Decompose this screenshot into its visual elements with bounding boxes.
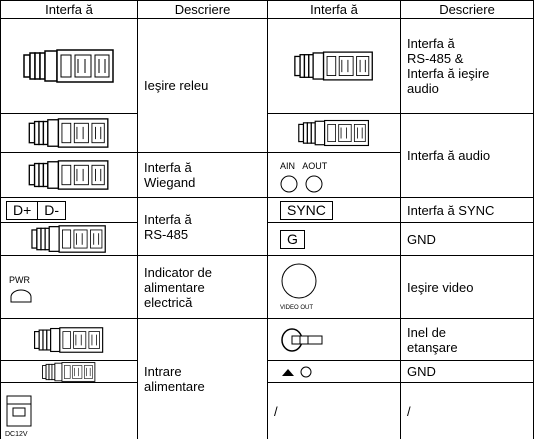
audio-jacks — [280, 175, 323, 192]
description: Interfa ă audio — [400, 113, 534, 198]
description: Intrare alimentare — [137, 318, 268, 439]
audio-connector — [298, 118, 370, 148]
pwr-label: PWR — [9, 274, 30, 285]
description: Inel de etanşare — [400, 318, 534, 361]
seal-ring — [281, 327, 323, 352]
header-row: Interfa ă Descriere Interfa ă Descriere — [0, 0, 534, 19]
icon-cell — [267, 113, 401, 153]
power-connector — [23, 327, 115, 353]
description: Interfa ă SYNC — [400, 197, 534, 223]
rs485-connector — [23, 225, 115, 253]
description-line: Interfa ă audio — [407, 148, 491, 163]
icon-cell: G — [267, 222, 401, 256]
header-cell: Interfa ă — [267, 0, 401, 19]
g-label: G — [280, 229, 305, 249]
description: Ieşire video — [400, 255, 534, 319]
audio-rs485-connector — [294, 44, 374, 88]
description-line: alimentare — [144, 379, 205, 394]
dc-jack — [6, 395, 32, 427]
description: / — [400, 382, 534, 439]
relay-connector — [23, 118, 115, 148]
description-line: etanşare — [407, 339, 458, 355]
header-cell: Descriere — [400, 0, 534, 19]
video-out-jack — [281, 263, 317, 298]
ground-icon — [282, 366, 312, 378]
d-plus-label: D+ — [6, 200, 39, 220]
description: Interfa ă Wiegand — [137, 152, 268, 198]
description-line: / — [407, 403, 411, 419]
icon-cell — [267, 18, 401, 114]
description: Indicator de alimentare electrică — [137, 255, 268, 319]
icon-cell: DC12V — [0, 382, 138, 439]
description-line: RS-485 & — [407, 51, 464, 66]
description-line: Wiegand — [144, 175, 196, 190]
icon-cell — [0, 113, 138, 153]
description-line: Interfa ă SYNC — [407, 202, 495, 218]
ain-label: AIN — [280, 160, 296, 171]
icon-cell — [0, 360, 138, 383]
description-line: Interfa ă ieşire — [407, 66, 490, 81]
icon-cell: SYNC — [267, 197, 401, 223]
pwr-indicator — [10, 289, 32, 303]
description: GND — [400, 222, 534, 256]
description-line: Interfa ă — [144, 160, 192, 175]
dc12v-label: DC12V — [5, 431, 28, 438]
description-line: RS-485 — [144, 226, 189, 242]
description: GND — [400, 360, 534, 383]
description: Interfa ă RS-485 — [137, 197, 268, 256]
description-line: alimentare — [144, 279, 205, 295]
icon-cell: / — [267, 382, 401, 439]
d-minus-label: D- — [38, 200, 67, 220]
relay-connector — [23, 49, 115, 83]
aout-label: AOUT — [302, 160, 328, 171]
header-cell: Descriere — [137, 0, 268, 19]
wiegand-connector — [23, 160, 115, 190]
icon-cell — [267, 318, 401, 361]
description-line: Ieşire video — [407, 279, 474, 295]
description-line: electrică — [144, 294, 193, 310]
icon-cell — [0, 222, 138, 256]
description-line: Ieşire releu — [144, 78, 209, 93]
header-cell: Interfa ă — [0, 0, 138, 19]
description-line: GND — [407, 364, 436, 379]
description: Interfa ă RS-485 & Interfa ă ieşire audio — [400, 18, 534, 114]
sync-label: SYNC — [280, 200, 333, 220]
icon-cell: PWR — [0, 255, 138, 319]
icon-cell: D+ D- — [0, 197, 138, 223]
description-line: Indicator de — [144, 264, 212, 280]
description: Ieşire releu — [137, 18, 268, 153]
description-line: audio — [407, 81, 439, 96]
icon-cell: AIN AOUT — [267, 152, 401, 198]
video-out-label: VIDEO OUT — [280, 304, 314, 311]
description-line: Interfa ă — [144, 211, 192, 227]
description-line: Interfa ă — [407, 36, 455, 51]
description-line: GND — [407, 231, 436, 247]
icon-cell — [267, 360, 401, 383]
icon-cell — [0, 318, 138, 361]
description-line: Inel de — [407, 324, 447, 340]
icon-cell: VIDEO OUT — [267, 255, 401, 319]
icon-cell — [0, 18, 138, 114]
power-connector — [23, 362, 115, 382]
description-line: Intrare — [144, 364, 182, 379]
icon-cell — [0, 152, 138, 198]
